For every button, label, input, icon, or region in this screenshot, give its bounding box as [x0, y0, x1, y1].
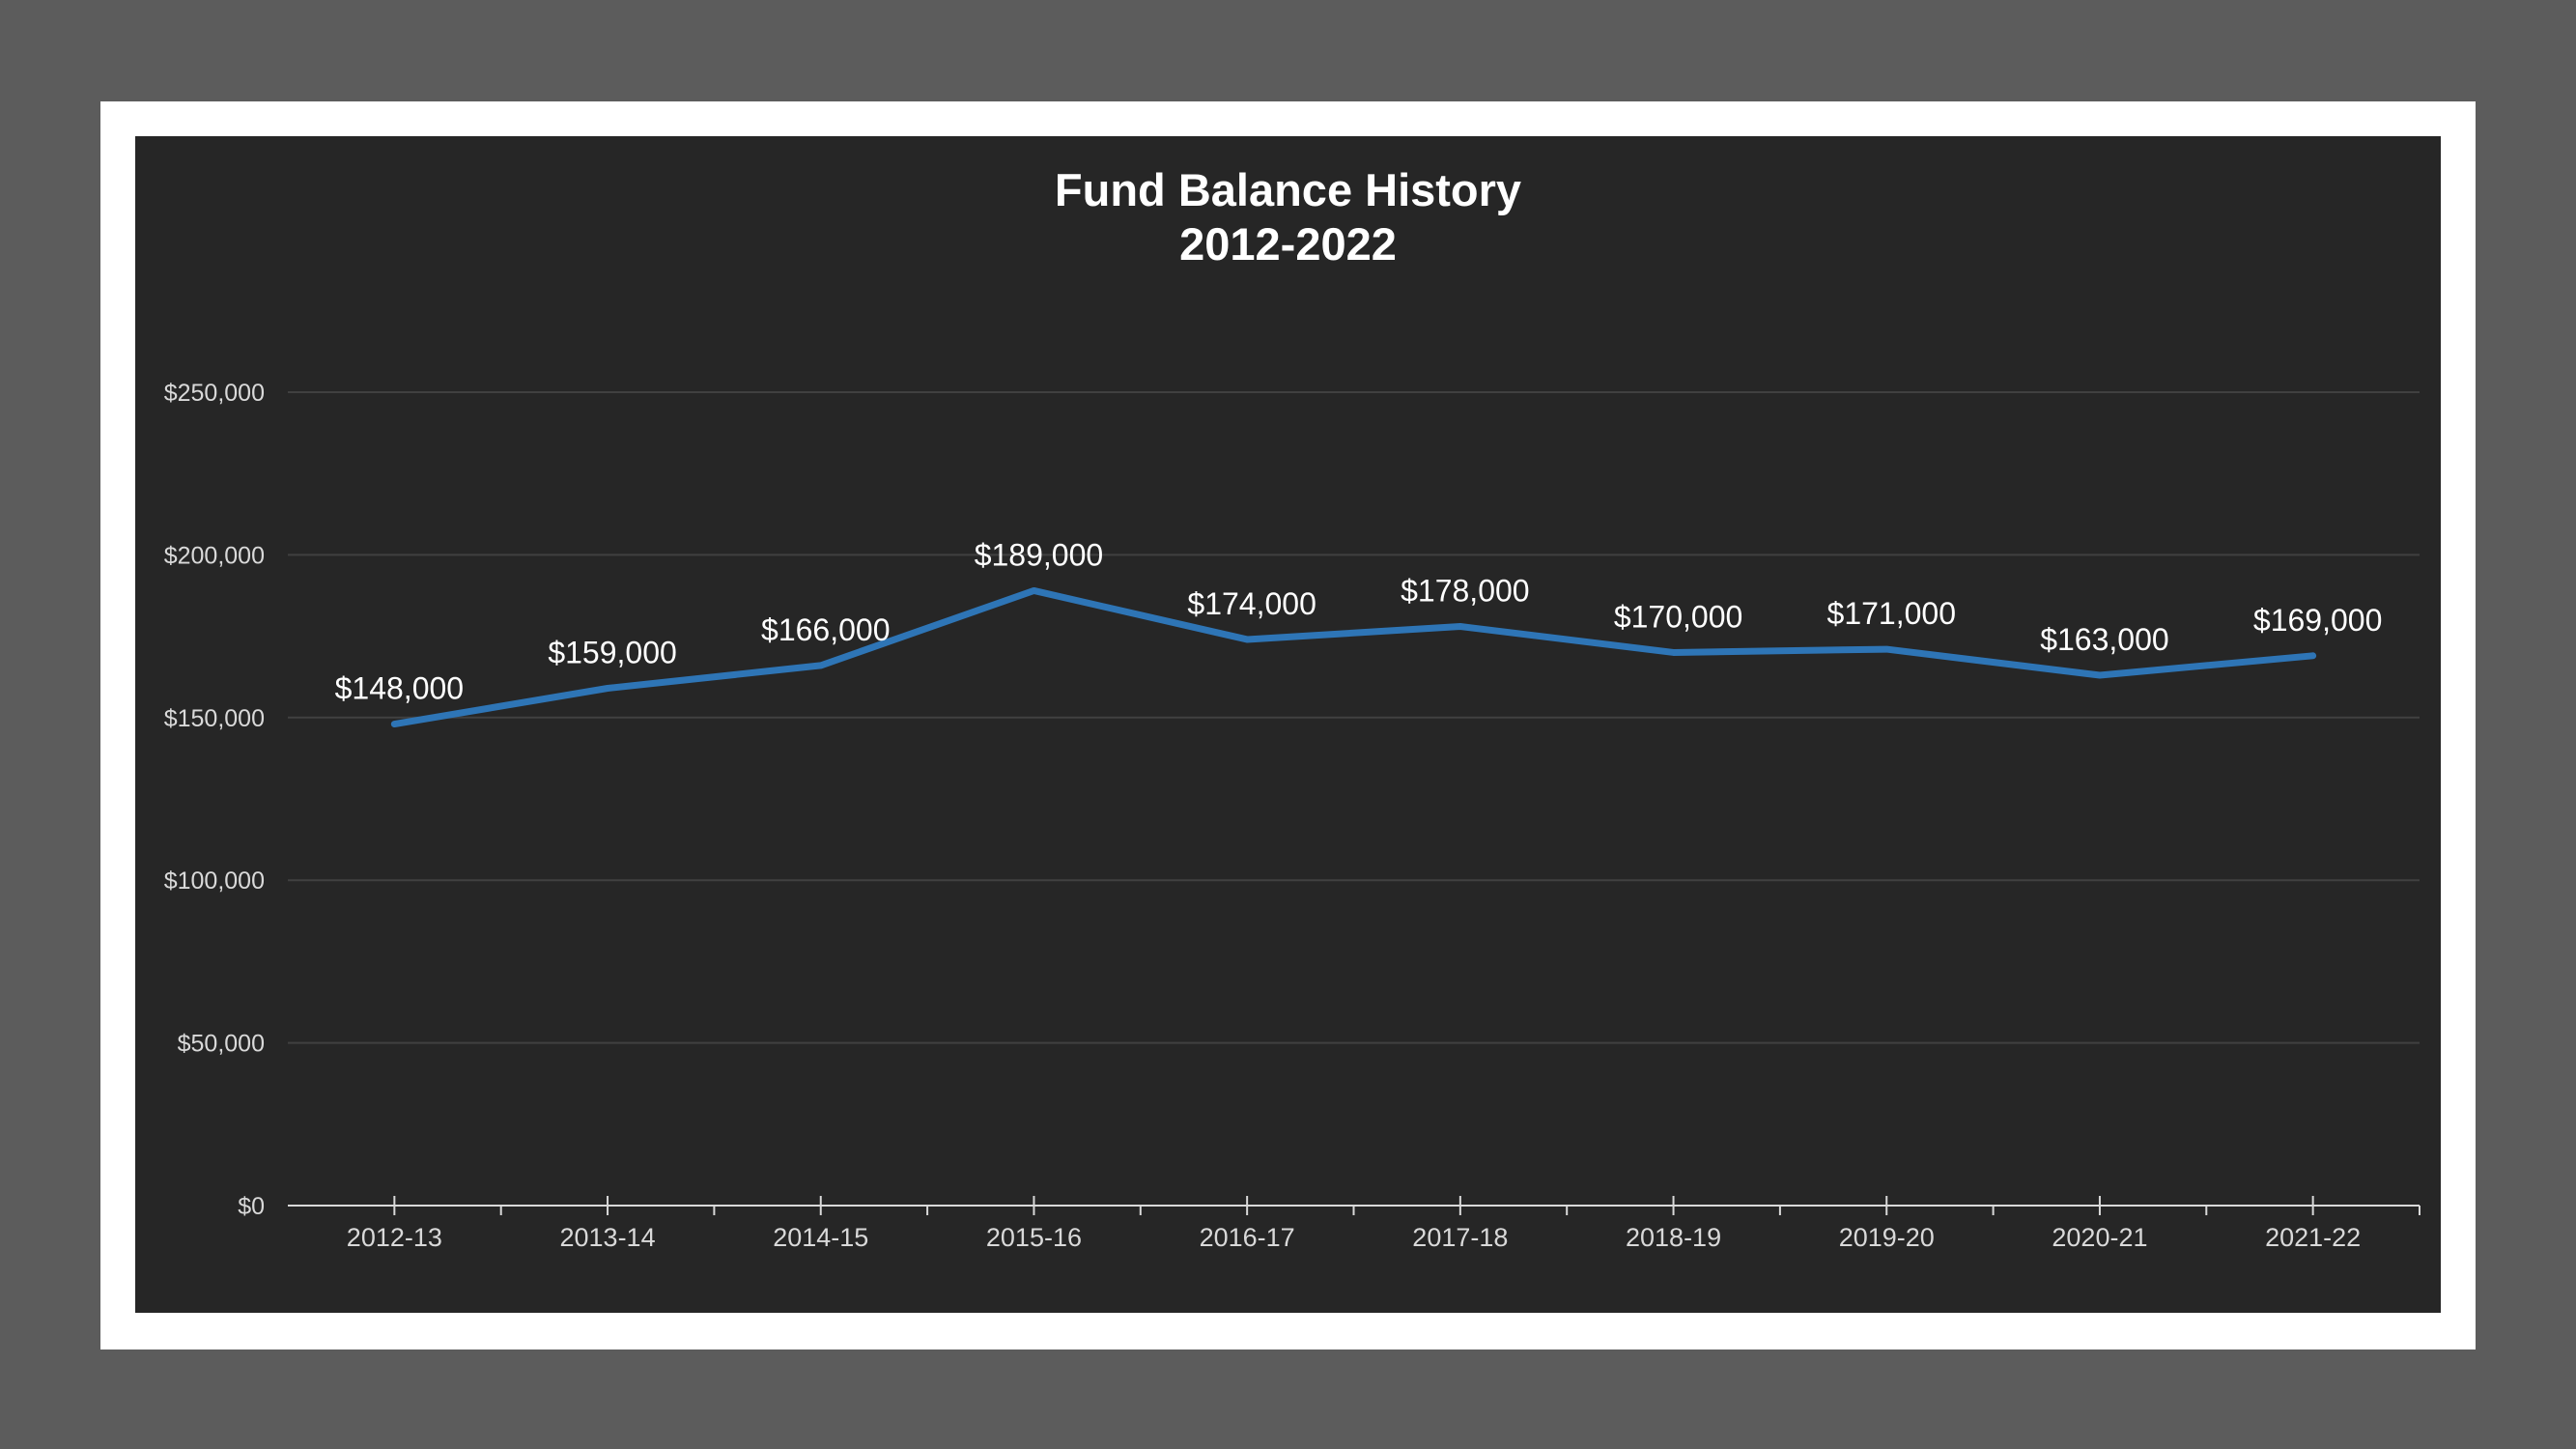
data-label: $171,000	[1827, 596, 1956, 631]
data-point	[1671, 650, 1676, 655]
chart-subtitle: 2012-2022	[1179, 218, 1397, 270]
data-point	[1458, 624, 1462, 629]
data-point	[1884, 647, 1889, 652]
data-label: $169,000	[2253, 603, 2382, 638]
x-tick-label: 2013-14	[560, 1223, 656, 1252]
x-tick-label: 2016-17	[1200, 1223, 1295, 1252]
x-tick-label: 2014-15	[773, 1223, 868, 1252]
data-point	[818, 663, 823, 668]
x-tick-label: 2018-19	[1626, 1223, 1721, 1252]
x-tick-label: 2015-16	[986, 1223, 1082, 1252]
data-label: $189,000	[975, 537, 1103, 572]
x-tick-label: 2021-22	[2265, 1223, 2361, 1252]
y-tick-label: $150,000	[164, 705, 265, 732]
data-label: $166,000	[761, 612, 890, 647]
y-tick-label: $200,000	[164, 542, 265, 569]
data-label: $174,000	[1187, 586, 1316, 621]
y-tick-label: $250,000	[164, 380, 265, 407]
data-label: $163,000	[2040, 622, 2168, 657]
data-point	[606, 686, 610, 691]
x-tick-label: 2020-21	[2052, 1223, 2147, 1252]
line-chart: $0 $50,000 $100,000 $150,000 $200,000 $250,00…	[164, 380, 2420, 1252]
data-label: $148,000	[335, 671, 464, 706]
data-point	[2097, 673, 2102, 678]
x-tick-label: 2019-20	[1839, 1223, 1935, 1252]
y-tick-label: $0	[238, 1193, 265, 1220]
data-label: $170,000	[1614, 599, 1742, 634]
x-tick-label: 2017-18	[1412, 1223, 1508, 1252]
data-point	[2310, 653, 2315, 658]
data-point	[1032, 588, 1036, 593]
data-point	[1245, 637, 1250, 641]
data-point	[392, 722, 397, 726]
chart-title: Fund Balance History	[1054, 164, 1522, 215]
y-tick-label: $50,000	[178, 1031, 265, 1058]
y-tick-label: $100,000	[164, 867, 265, 895]
x-tick-label: 2012-13	[347, 1223, 442, 1252]
chart-panel: Fund Balance History 2012-2022 $0 $50,000…	[135, 136, 2441, 1313]
slide-frame: Fund Balance History 2012-2022 $0 $50,000…	[100, 101, 2476, 1350]
data-label: $178,000	[1401, 573, 1529, 608]
data-label: $159,000	[548, 635, 676, 669]
series-line	[390, 586, 2317, 728]
